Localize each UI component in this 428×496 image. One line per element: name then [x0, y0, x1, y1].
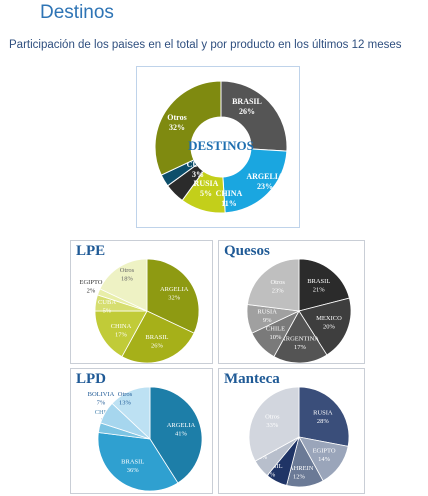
chart-panel-destinos: BRASIL 26% ARGELIA 23% CHINA 11% RUSIA 5% CUBA 3%…	[136, 66, 300, 228]
slice-otros	[99, 258, 148, 312]
chart-panel-lpd: ARGELIA41%BRASIL36%CHINA3%BOLIVIA7%Otros…	[70, 368, 213, 494]
label-bahrein: BAHREIN	[285, 465, 314, 472]
slice-argelia	[146, 258, 200, 334]
chart-title-quesos: Quesos	[224, 243, 270, 259]
value-label-rusia: 28%	[317, 418, 330, 425]
value-label-chile: 10%	[270, 334, 283, 341]
chart-title-manteca: Manteca	[224, 371, 280, 387]
pie-chart-lpd: ARGELIA41%BRASIL36%CHINA3%BOLIVIA7%Otros…	[88, 386, 203, 492]
label-otros: Otros	[265, 413, 280, 420]
value-label-bolivia: 7%	[97, 400, 106, 407]
label-brasil: BRASIL	[307, 278, 330, 285]
label-rusia: RUSIA	[194, 179, 219, 188]
slice-otros	[154, 80, 222, 176]
chart-title-lpd: LPD	[76, 371, 106, 387]
slice-argentina	[273, 310, 328, 363]
value-label-china: 11%	[221, 199, 237, 208]
value-label-brasil: 21%	[313, 286, 326, 293]
label-china: CHINA	[216, 189, 243, 198]
value-label-argelia: 32%	[168, 294, 181, 301]
value-label-otros: 23%	[272, 288, 285, 295]
value-label-egipto: 2%	[87, 288, 96, 295]
label-argentina: ARGENTINA	[281, 335, 319, 342]
slice-brasil	[97, 432, 179, 492]
label-egipto: EGIPTO	[80, 279, 103, 286]
label-otros: Otros	[270, 279, 285, 286]
slice-rusia	[298, 386, 350, 447]
slice-mexico	[298, 297, 352, 356]
value-label-otros: 13%	[119, 400, 132, 407]
value-label-egipto: 14%	[318, 456, 331, 463]
label-cuba: CUBA	[98, 299, 116, 306]
label-brasil: BRASIL	[232, 97, 262, 106]
value-label-rusia: 9%	[263, 317, 272, 324]
value-label-brasil: 26%	[239, 107, 255, 116]
chart-panel-quesos: BRASIL 21% MEXICO 20% ARGENTINA 17% CHILE 10% RU…	[218, 240, 365, 364]
value-label-mexico: 20%	[323, 324, 336, 331]
label-bolivia: BOLIVIA	[88, 391, 115, 398]
label-egipto: EGIPTO	[313, 447, 336, 454]
slice-china	[94, 310, 148, 358]
value-label-brasil: 7%	[267, 472, 276, 479]
label-cuba: CUBA	[187, 160, 210, 169]
value-label-arabia-saudita: 6%	[259, 454, 268, 461]
label-brasil: BRASIL	[145, 334, 168, 341]
value-label-cuba: 3%	[192, 170, 204, 179]
value-label-otros: 18%	[121, 276, 134, 283]
value-label-bahrein: 12%	[293, 474, 306, 481]
pie-chart-manteca: RUSIA28%EGIPTO14%BAHREIN12%BRASIL7%ARABI…	[248, 386, 350, 488]
value-label-brasil: 26%	[151, 342, 164, 349]
label-rusia: RUSIA	[257, 308, 277, 315]
value-label-rusia: 5%	[200, 189, 212, 198]
chart-panel-lpe: ARGELIA 32% BRASIL 26% CHINA 17% CUBA 5% EGIPTO 2…	[70, 240, 213, 364]
label-mexico: MEXICO	[316, 315, 342, 322]
slice-brasil	[298, 258, 350, 312]
page-title: Destinos	[40, 2, 114, 23]
label-china: CHINA	[111, 323, 132, 330]
value-label-china: 17%	[115, 332, 128, 339]
slice-otros	[246, 258, 300, 312]
value-label-cuba: 5%	[103, 308, 112, 315]
label-argelia: ARGELIA	[167, 422, 196, 429]
value-label-argelia: 41%	[175, 431, 188, 438]
label-otros: Otros	[167, 113, 186, 122]
value-label-argentina: 17%	[294, 344, 307, 351]
value-label-argelia: 23%	[257, 182, 273, 191]
value-label-otros: 32%	[169, 123, 185, 132]
page-subtitle: Participación de los paises en el total …	[9, 39, 402, 51]
slice-argelia	[222, 148, 288, 214]
value-label-otros: 33%	[266, 422, 279, 429]
label-rusia: RUSIA	[313, 409, 333, 416]
chart-panel-manteca: RUSIA28%EGIPTO14%BAHREIN12%BRASIL7%ARABI…	[218, 368, 365, 494]
label-otros: Otros	[118, 391, 133, 398]
slice-brasil	[220, 80, 288, 152]
label-otros: Otros	[120, 267, 135, 274]
label-argelia: ARGELIA	[246, 172, 284, 181]
slice-otros	[248, 386, 300, 462]
label-argelia: ARGELIA	[160, 286, 189, 293]
label-brasil: BRASIL	[121, 458, 144, 465]
value-label-brasil: 36%	[127, 467, 140, 474]
donut-center-label: DESTINOS	[188, 138, 254, 153]
slice-otros	[111, 386, 151, 440]
label-chile: CHILE	[266, 325, 285, 332]
chart-title-lpe: LPE	[76, 243, 106, 259]
